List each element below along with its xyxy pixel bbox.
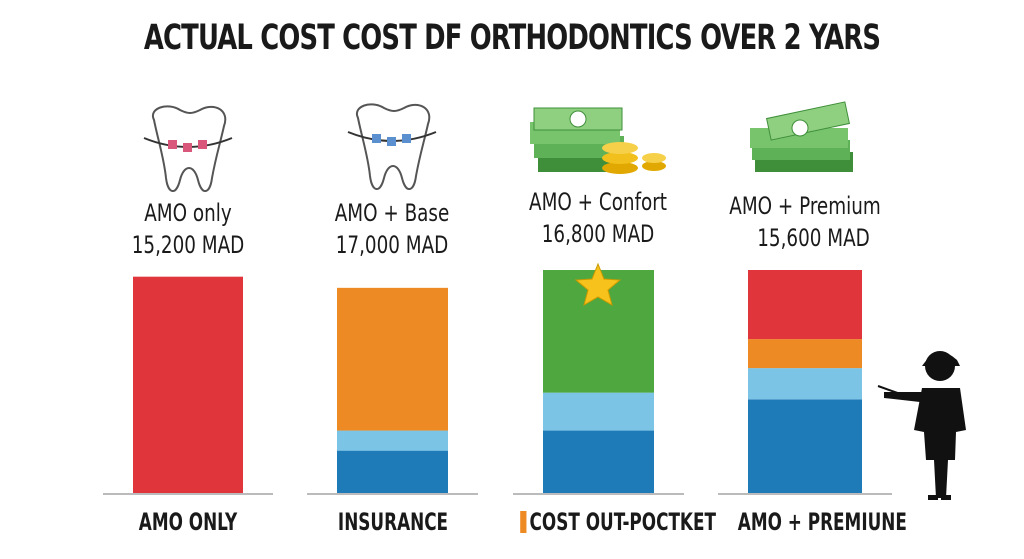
bar-label-amo-premium: AMO + Premium 15,600 MAD (724, 190, 886, 254)
bar-segment (748, 368, 862, 400)
bar-label-amo-confort: AMO + Confort 16,800 MAD (522, 186, 675, 250)
bar-segment (337, 287, 448, 431)
money-stack-icon (750, 101, 853, 172)
category-label: AMO ONLY (138, 508, 238, 536)
bar-label-amo-only: AMO only 15,200 MAD (124, 197, 252, 261)
bar-segment (337, 450, 448, 493)
bar-segment (748, 339, 862, 369)
bar-segment (748, 270, 862, 340)
bar-label-amo-base: AMO + Base 17,000 MAD (324, 197, 460, 261)
bars-group (103, 270, 892, 495)
bar-segment (543, 430, 654, 493)
presenter-silhouette-icon (877, 351, 966, 500)
plan-name: AMO only (144, 199, 232, 227)
category-label: COST OUT-POCTKET (529, 508, 716, 536)
plan-price: 16,800 MAD (541, 220, 655, 248)
plan-name: AMO + Premium (729, 192, 881, 220)
chart-title: ACTUAL COST COST DF ORTHODONTICS OVER 2 … (143, 18, 881, 58)
category-label: AMO + PREMIUNE (737, 508, 907, 536)
star-icon (574, 262, 622, 307)
plan-price: 17,000 MAD (335, 231, 449, 259)
category-label-with-swatch: COST OUT-POCTKET (520, 508, 716, 536)
bar-segment (748, 399, 862, 493)
money-coins-icon (530, 107, 666, 174)
bar-segment (543, 392, 654, 431)
legend-swatch (520, 511, 527, 533)
plan-name: AMO + Base (334, 199, 450, 227)
plan-name: AMO + Confort (529, 188, 667, 216)
plan-price: 15,200 MAD (131, 231, 245, 259)
bar-segment (337, 430, 448, 451)
bar-segment (133, 276, 243, 493)
category-label: INSURANCE (337, 508, 449, 536)
tooth-braces-icon (143, 105, 233, 192)
tooth-braces-icon (347, 103, 437, 190)
plan-price: 15,600 MAD (757, 224, 870, 252)
